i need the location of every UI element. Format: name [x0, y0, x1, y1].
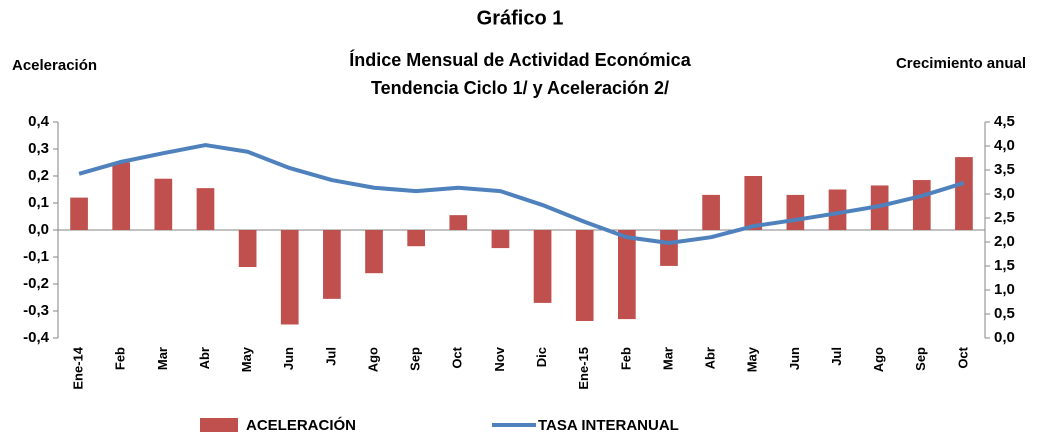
- bar: [154, 178, 173, 230]
- y-tick-label: 0,4: [28, 113, 50, 130]
- bar: [744, 176, 763, 230]
- bar: [407, 230, 426, 247]
- x-tick-label: Ago: [365, 347, 380, 372]
- chart-subtitle: Tendencia Ciclo 1/ y Aceleración 2/: [371, 78, 669, 98]
- bar: [196, 188, 215, 230]
- bar: [912, 180, 931, 230]
- bar: [70, 197, 88, 230]
- y-tick-label: 0,0: [28, 221, 49, 238]
- y2-tick-label: 4,5: [994, 113, 1015, 130]
- x-tick-label: Feb: [113, 347, 128, 370]
- bar: [112, 162, 131, 230]
- y-tick-label: -0,3: [23, 302, 49, 319]
- x-tick-label: Nov: [492, 346, 507, 371]
- x-tick-label: Jul: [323, 347, 338, 366]
- y2-tick-label: 2,0: [994, 233, 1015, 250]
- y2-tick-label: 1,0: [994, 281, 1015, 298]
- bar: [786, 194, 805, 230]
- y-tick-label: 0,1: [28, 194, 49, 211]
- x-tick-label: Oct: [955, 346, 970, 368]
- legend-swatch: [200, 418, 238, 432]
- bar: [660, 230, 678, 266]
- y-tick-label: -0,4: [23, 329, 50, 346]
- y2-tick-label: 0,5: [994, 305, 1015, 322]
- bar: [702, 194, 720, 230]
- x-tick-label: Oct: [450, 346, 465, 368]
- x-tick-label: Sep: [408, 347, 423, 371]
- bar: [280, 230, 299, 325]
- bar: [365, 230, 383, 274]
- y2-tick-label: 4,0: [994, 137, 1015, 154]
- y2-tick-label: 2,5: [994, 209, 1015, 226]
- x-tick-label: Ene-14: [71, 346, 86, 389]
- y2-tick-label: 0,0: [994, 329, 1015, 346]
- bar: [955, 157, 973, 230]
- x-tick-label: Ene-15: [576, 347, 591, 390]
- chart-subtitle: Índice Mensual de Actividad Económica: [349, 49, 691, 70]
- x-tick-label: Mar: [155, 347, 170, 370]
- bar: [617, 230, 636, 320]
- y2-tick-label: 3,0: [994, 185, 1015, 202]
- x-tick-label: May: [239, 346, 254, 372]
- y-tick-label: 0,2: [28, 167, 49, 184]
- y-axis-label: Aceleración: [12, 57, 97, 74]
- x-tick-label: Dic: [534, 347, 549, 367]
- x-tick-label: Feb: [618, 347, 633, 370]
- line: [78, 143, 965, 245]
- bar: [828, 189, 847, 230]
- bar: [323, 230, 341, 299]
- y2-tick-label: 3,5: [994, 161, 1015, 178]
- y-tick-label: 0,3: [28, 140, 49, 157]
- y-tick-label: -0,1: [23, 248, 49, 265]
- x-tick-label: Sep: [913, 347, 928, 371]
- bar: [491, 230, 510, 249]
- x-tick-label: Abr: [703, 347, 718, 369]
- y2-tick-label: 1,5: [994, 257, 1015, 274]
- x-tick-label: May: [745, 346, 760, 372]
- bar: [449, 215, 468, 230]
- chart-title: Gráfico 1: [477, 7, 564, 29]
- x-tick-label: Ago: [871, 347, 886, 372]
- x-tick-label: Jul: [829, 347, 844, 366]
- x-tick-label: Mar: [660, 347, 675, 370]
- x-tick-label: Abr: [197, 347, 212, 369]
- y-tick-label: -0,2: [23, 275, 49, 292]
- bar: [238, 230, 257, 267]
- legend-label: ACELERACIÓN: [246, 416, 356, 434]
- x-tick-label: Jun: [787, 347, 802, 370]
- legend-label: TASA INTERANUAL: [538, 417, 679, 434]
- y2-axis-label: Crecimiento anual: [896, 55, 1026, 72]
- x-tick-label: Jun: [281, 347, 296, 370]
- bar: [533, 230, 552, 303]
- bar: [575, 230, 594, 321]
